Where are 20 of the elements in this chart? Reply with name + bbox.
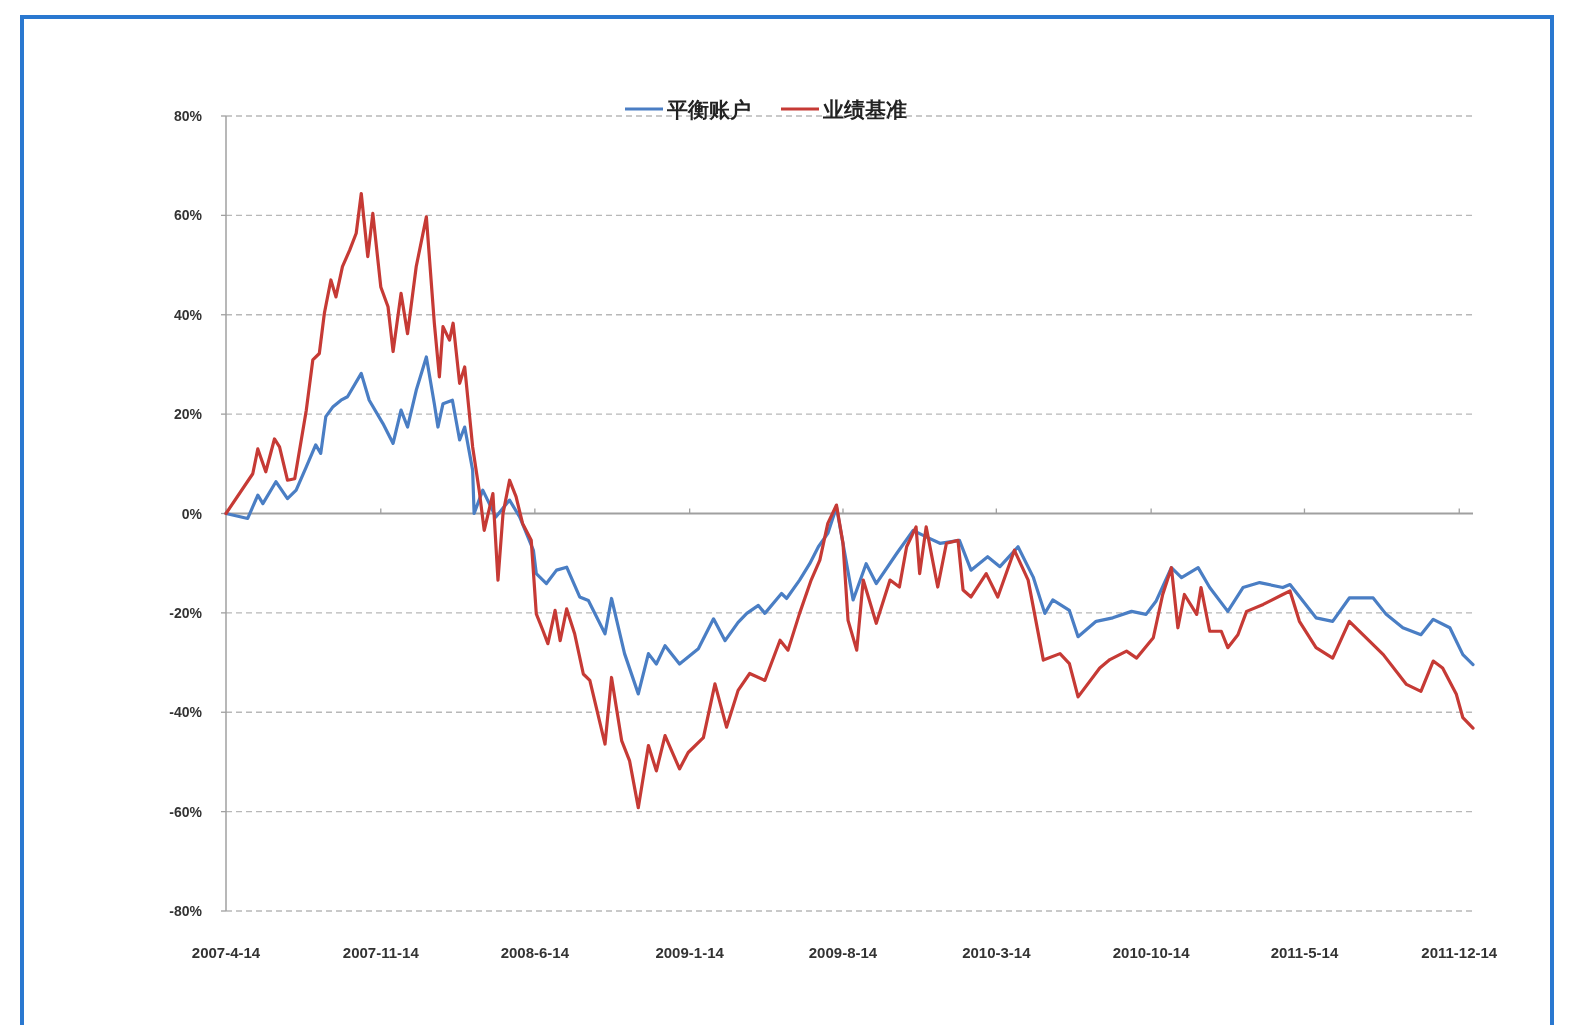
y-tick-label: -20% bbox=[169, 604, 203, 621]
x-tick-label: 2007-4-14 bbox=[191, 944, 261, 961]
y-tick-label: 60% bbox=[173, 207, 203, 224]
y-tick-label: 0% bbox=[181, 505, 203, 522]
legend-label: 平衡账户 bbox=[666, 98, 751, 121]
y-tick-label: -60% bbox=[169, 803, 203, 820]
y-tick-label: -40% bbox=[169, 704, 203, 721]
y-tick-label: 20% bbox=[173, 406, 203, 423]
x-tick-label: 2009-1-14 bbox=[655, 944, 725, 961]
y-tick-label: 80% bbox=[173, 108, 203, 124]
x-tick-label: 2010-10-14 bbox=[1112, 944, 1191, 961]
legend-label: 业绩基准 bbox=[822, 98, 907, 121]
x-tick-label: 2011-5-14 bbox=[1270, 944, 1339, 961]
x-tick-label: 2010-3-14 bbox=[962, 944, 1032, 961]
y-tick-label: -80% bbox=[169, 903, 203, 919]
x-tick-label: 2009-8-14 bbox=[808, 944, 878, 961]
y-tick-label: 40% bbox=[173, 306, 203, 323]
x-tick-label: 2007-11-14 bbox=[342, 944, 420, 961]
x-tick-label: 2011-12-14 bbox=[1421, 944, 1498, 961]
x-tick-label: 2008-6-14 bbox=[500, 944, 570, 961]
